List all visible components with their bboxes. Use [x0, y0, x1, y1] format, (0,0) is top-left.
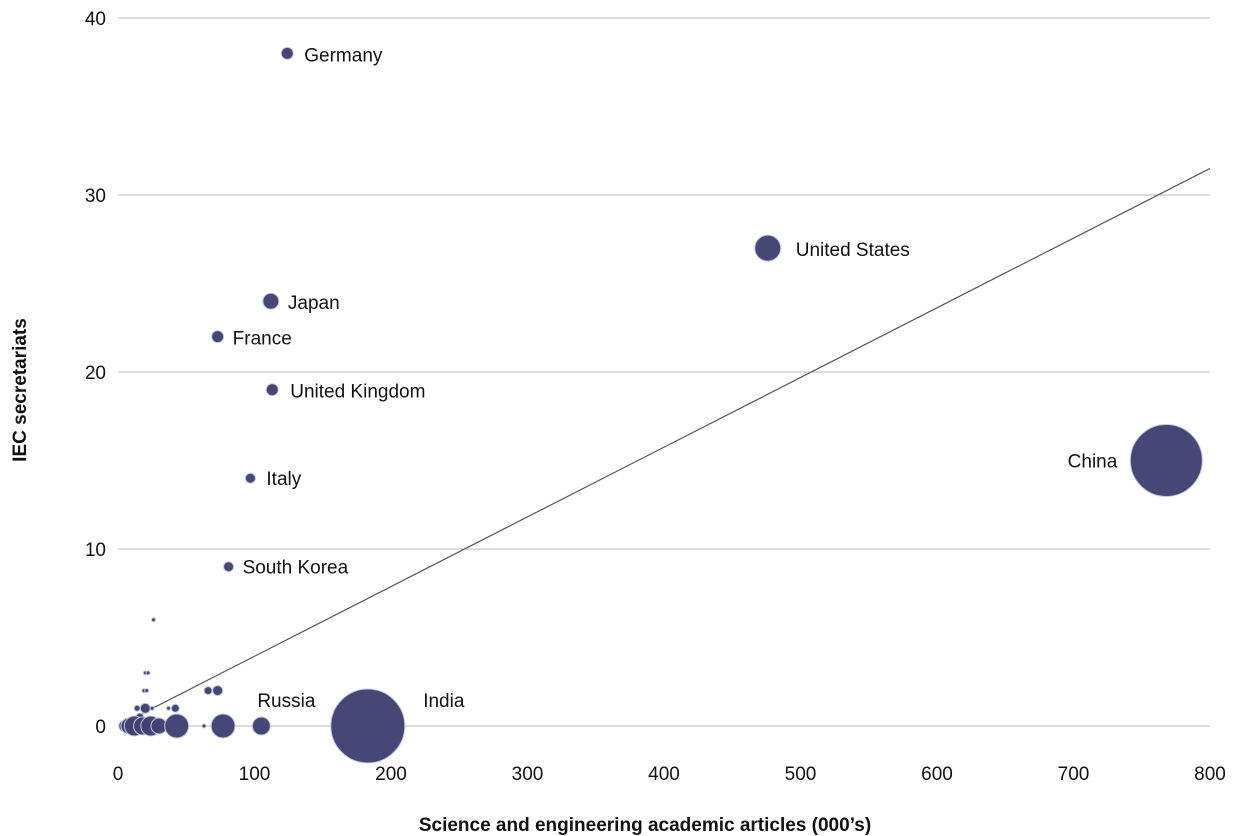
- data-point: [203, 686, 213, 696]
- data-point: [139, 702, 151, 714]
- y-axis-title: IEC secretariats: [10, 318, 31, 462]
- point-label-india: India: [423, 691, 465, 712]
- data-point: [170, 703, 180, 713]
- point-label-china: China: [1068, 452, 1118, 473]
- point-label-united-kingdom: United Kingdom: [290, 382, 425, 403]
- data-point: [210, 713, 236, 739]
- data-point: [149, 705, 155, 711]
- x-tick-label: 600: [921, 764, 953, 785]
- data-point: [133, 704, 141, 712]
- data-point: [166, 705, 172, 711]
- data-point: [201, 723, 207, 729]
- point-label-france: France: [233, 329, 292, 350]
- y-tick-label: 30: [85, 186, 106, 207]
- point-label-germany: Germany: [304, 45, 383, 66]
- x-tick-label: 200: [375, 764, 407, 785]
- y-tick-label: 0: [95, 717, 106, 738]
- data-point: [144, 688, 150, 694]
- x-tick-label: 800: [1194, 764, 1226, 785]
- data-point-united-states: [754, 234, 782, 262]
- data-point-south-korea: [223, 561, 235, 573]
- points-layer: [118, 46, 1203, 764]
- data-point-italy: [244, 472, 256, 484]
- data-point-china: [1129, 424, 1203, 497]
- data-point-united-kingdom: [265, 383, 279, 397]
- trendline-layer: [124, 167, 1211, 723]
- data-point-france: [211, 330, 225, 344]
- x-tick-label: 300: [512, 764, 544, 785]
- point-label-russia: Russia: [257, 691, 316, 712]
- y-tick-label: 10: [85, 540, 106, 561]
- point-label-south-korea: South Korea: [243, 558, 349, 579]
- data-point: [164, 713, 190, 739]
- x-tick-label: 700: [1058, 764, 1090, 785]
- data-point-japan: [262, 292, 280, 310]
- x-tick-label: 0: [113, 764, 124, 785]
- point-label-italy: Italy: [266, 469, 301, 490]
- data-point: [150, 617, 156, 623]
- x-axis-title: Science and engineering academic article…: [419, 815, 871, 836]
- gridlines: [118, 17, 1210, 727]
- trendline: [124, 167, 1211, 723]
- data-point-russia: [251, 716, 271, 736]
- y-tick-label: 20: [85, 363, 106, 384]
- point-labels: Germany United States Japan France United Ki…: [233, 45, 1118, 712]
- data-point-germany: [280, 46, 294, 60]
- data-point: [145, 670, 151, 676]
- x-tick-label: 100: [239, 764, 271, 785]
- data-point-india: [330, 688, 406, 764]
- y-tick-label: 40: [85, 9, 106, 30]
- x-tick-label: 500: [785, 764, 817, 785]
- data-point: [212, 685, 224, 697]
- x-tick-label: 400: [648, 764, 680, 785]
- point-label-japan: Japan: [288, 293, 340, 314]
- point-label-united-states: United States: [796, 240, 910, 261]
